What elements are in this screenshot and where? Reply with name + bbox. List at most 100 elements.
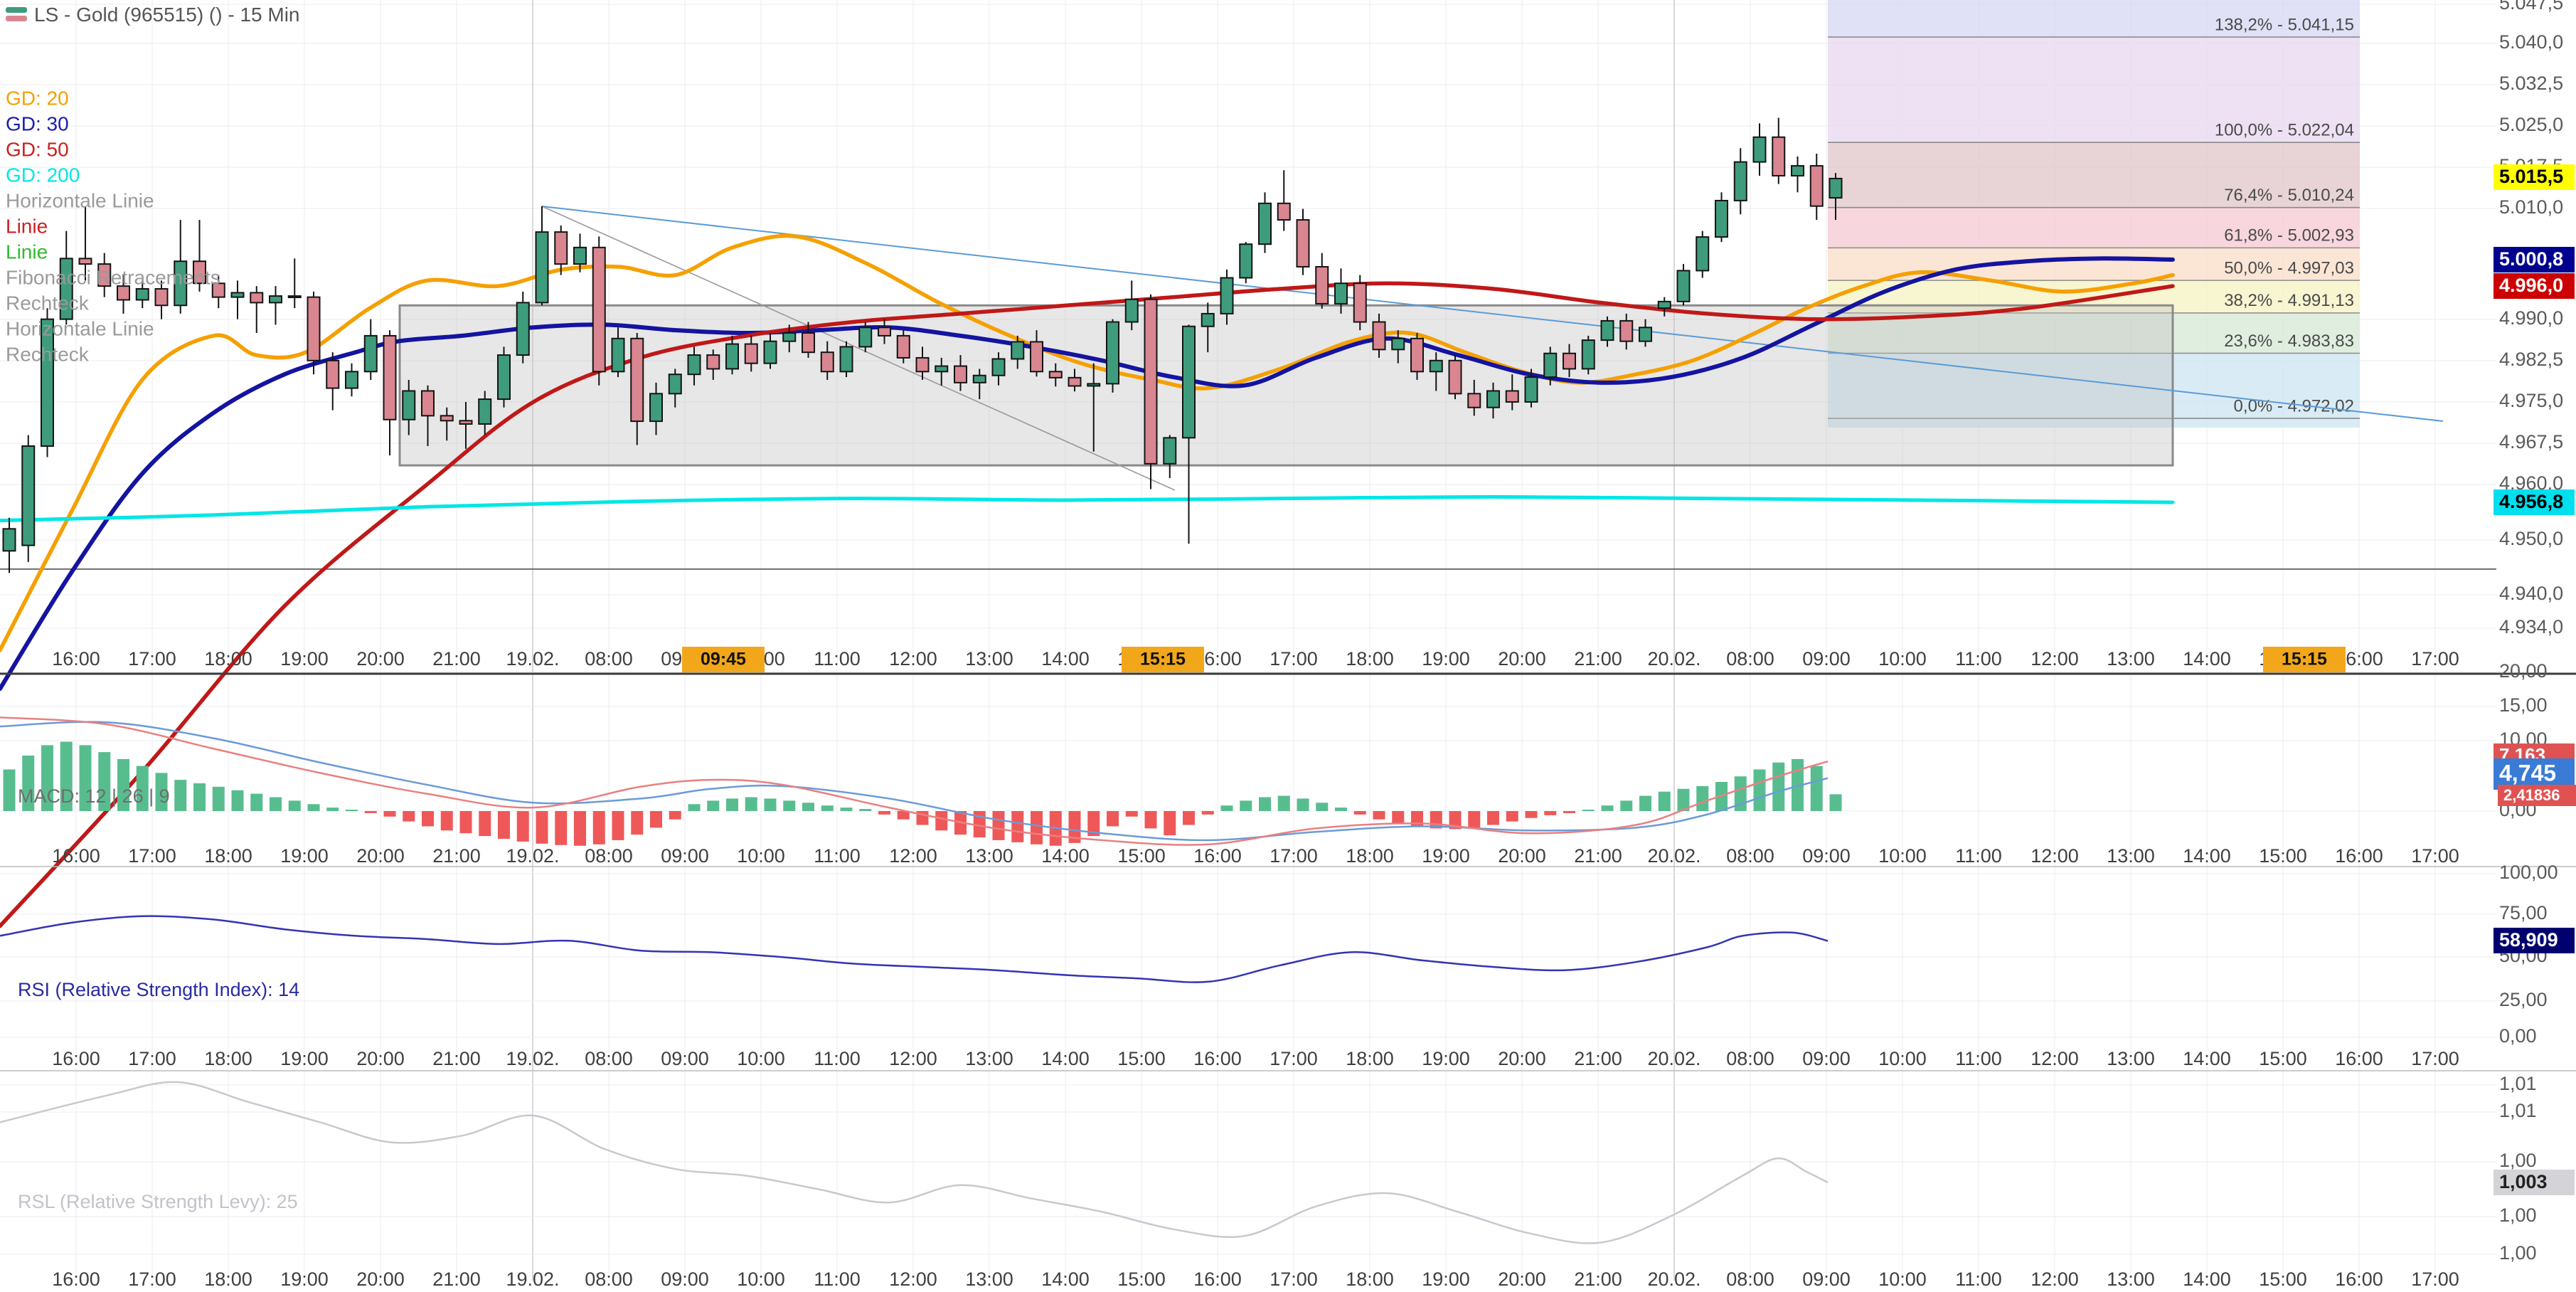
candlestick-series [2,117,1843,573]
candle-body [725,343,739,370]
macd-histogram-bar [1506,811,1518,822]
candle [1543,346,1558,386]
fib-band-extension [1828,0,2360,38]
candle-body [554,231,568,265]
macd-histogram-bar [193,783,206,811]
candle [1239,242,1253,284]
ma-gd200-line [0,494,2175,523]
time-tick-label: 16:00 [1193,845,1242,867]
candle [592,236,606,386]
candle [440,407,454,441]
candle [211,275,225,309]
candle-body [1448,359,1462,395]
time-tick-label: 13:00 [2107,648,2155,669]
price-tick-label: 4.934,0 [2499,616,2563,637]
macd-histogram-bar [688,804,701,811]
candle [687,346,701,386]
price-tick-label: 1,00 [2499,1204,2537,1226]
macd-histogram-bar [136,766,149,811]
macd-histogram-bar [612,811,624,840]
time-tick-label: 10:00 [1878,1269,1927,1290]
macd-panel[interactable] [0,716,1842,846]
candle [135,280,149,309]
candle [154,280,169,319]
macd-histogram-bar [1031,811,1043,844]
legend-item-label: Horizontale Linie [6,189,154,211]
candle-body [991,358,1006,376]
time-tick-label: 21:00 [1574,845,1622,867]
macd-histogram-bar [764,798,777,811]
candle-body [802,332,815,354]
ma-gd30-line [0,256,2175,692]
time-tick-label: 16:00 [1193,1048,1242,1069]
time-tick-label: 20:00 [1498,648,1546,669]
time-tick-label: 09:00 [1802,648,1851,669]
price-tick-label: 0,00 [2499,1025,2537,1047]
candle-body [592,246,606,373]
time-tick-label: 19:00 [1422,845,1470,867]
macd-histogram-bar [516,811,529,842]
macd-histogram-bar [326,808,339,811]
candle [1752,123,1767,176]
price-axis[interactable]: 5.047,55.040,05.032,55.025,05.017,55.010… [2493,0,2576,1264]
time-tick-label: 19:00 [280,648,329,669]
time-tick-label: 14:00 [1041,1269,1090,1290]
time-tick-label: 13:00 [965,648,1013,669]
fibonacci-retracements[interactable]: 138,2% - 5.041,15 100,0% - 5.022,04 76,4% … [1828,0,2360,428]
candle-body [1087,383,1101,387]
candle-body [782,332,797,342]
candle-body [1467,393,1481,408]
candle-body [1733,161,1747,201]
axis-value-badge [2493,928,2575,953]
time-tick-label: 21:00 [432,1048,481,1069]
candle-body [1600,319,1614,341]
macd-histogram-bar [41,745,53,811]
time-tick-label: 15:00 [2259,1048,2307,1069]
candle-body [839,346,853,373]
candle-body [421,390,435,417]
candle [1258,192,1272,253]
candle-body [1353,282,1367,323]
macd-histogram-bar [1753,769,1766,811]
time-tick-label: 18:00 [1346,845,1394,867]
macd-histogram-bar [821,805,834,811]
candle [1124,280,1139,331]
macd-histogram-bar [802,803,814,811]
macd-histogram-bar [1829,794,1842,811]
rsi-panel[interactable] [0,915,1829,983]
price-tick-label: 20,00 [2499,660,2548,682]
rsi-panel-label: RSI (Relative Strength Index): 14 [18,979,299,1000]
fib-level-label: 76,4% - 5.010,24 [2224,186,2354,205]
rsl-panel[interactable] [0,1081,1829,1244]
candle-body [1277,202,1291,221]
macd-histogram-bar [1220,805,1233,811]
blue-descending-line[interactable] [541,206,2444,422]
macd-histogram-bar [745,797,757,811]
candle [1639,319,1652,347]
time-tick-label: 14:00 [1041,648,1090,669]
candle [1429,352,1443,391]
candle-body [573,246,587,265]
candle [21,435,36,562]
time-axis[interactable]: 16:00 17:00 18:00 19:00 20:00 21:00 19.02. 08:0… [52,647,2459,1290]
candle-body [135,287,149,301]
time-tick-label: 12:00 [889,648,937,669]
time-tick-label: 20:00 [1498,1269,1546,1290]
gray-descending-line[interactable] [541,206,1176,491]
axis-value-badge-label: 4,745 [2499,760,2556,785]
price-tick-label: 25,00 [2499,989,2548,1010]
rsl-panel-label: RSL (Relative Strength Levy): 25 [18,1191,298,1212]
time-tick-label: 19:00 [280,1048,329,1069]
time-tick-label: 11:00 [1955,1269,2002,1290]
candle-body [1048,371,1063,378]
candle-body [1144,298,1158,465]
candle [269,286,282,325]
candle-body [1752,136,1767,163]
trendlines-layer[interactable] [0,206,2496,570]
macd-histogram-bar [859,809,872,811]
axis-value-badge [2493,164,2575,190]
legend-item-label: Linie [6,215,48,237]
candle [1619,313,1634,350]
time-tick-label: 13:00 [965,845,1013,867]
